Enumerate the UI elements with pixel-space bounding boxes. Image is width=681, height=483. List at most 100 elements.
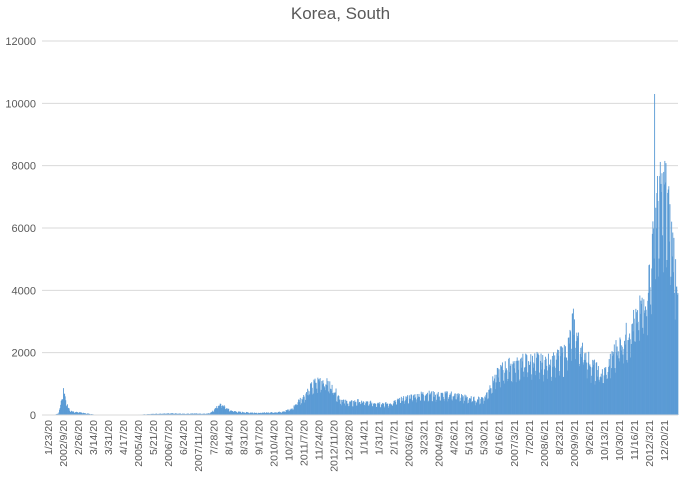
bar	[546, 370, 548, 415]
bar	[242, 412, 244, 415]
bar	[297, 402, 299, 415]
bar	[320, 389, 322, 415]
y-tick-label: 2000	[12, 348, 36, 360]
bar	[320, 392, 322, 415]
bar	[442, 393, 444, 415]
x-tick-label: 1/23/20	[43, 420, 55, 455]
bar	[586, 378, 588, 415]
bar	[348, 406, 349, 415]
bar	[591, 367, 593, 415]
bar	[76, 411, 77, 415]
x-tick-label: 9/26/21	[584, 420, 596, 455]
bar	[351, 400, 353, 415]
bar	[282, 411, 284, 415]
bar	[420, 391, 422, 415]
bar	[410, 394, 412, 415]
bar	[493, 382, 495, 415]
bar	[416, 394, 418, 415]
bar	[435, 401, 437, 415]
bar	[232, 410, 234, 415]
bar	[152, 413, 154, 415]
bar	[222, 405, 223, 415]
bar	[387, 407, 389, 415]
bar	[417, 396, 419, 415]
bar	[394, 400, 395, 415]
bar	[247, 412, 249, 415]
bar	[461, 394, 462, 415]
bar	[481, 397, 483, 415]
bar	[432, 401, 434, 415]
bar	[210, 412, 212, 415]
bar	[209, 413, 211, 415]
bar	[387, 403, 389, 415]
bar	[327, 385, 328, 415]
bar	[556, 353, 558, 415]
bar	[505, 368, 507, 415]
bar	[56, 413, 58, 415]
bar	[477, 400, 479, 415]
bar	[497, 368, 499, 415]
bar	[268, 412, 269, 415]
bar	[575, 341, 577, 415]
bar	[668, 241, 670, 415]
bar	[298, 401, 300, 415]
bar	[220, 403, 222, 415]
bar	[219, 403, 221, 415]
bar	[453, 395, 455, 415]
bar	[335, 388, 337, 415]
bar	[501, 365, 503, 415]
bar	[549, 364, 551, 415]
bar	[630, 357, 632, 415]
bar	[425, 395, 427, 415]
bar	[415, 402, 417, 415]
bar	[588, 365, 590, 415]
bar	[179, 413, 181, 415]
bar	[521, 361, 523, 415]
bar	[497, 377, 499, 415]
bar	[207, 413, 209, 415]
bar	[517, 360, 519, 415]
bar	[258, 413, 260, 415]
bar	[300, 404, 302, 415]
bar	[409, 398, 411, 415]
bar	[187, 413, 189, 415]
bar	[474, 400, 476, 415]
bar	[529, 361, 531, 415]
bar	[408, 403, 410, 415]
bar	[419, 401, 421, 415]
bar	[338, 396, 340, 415]
bar	[86, 413, 88, 415]
bar	[59, 408, 61, 415]
bar	[375, 406, 377, 415]
bar	[316, 392, 318, 415]
bar	[327, 381, 329, 415]
bar	[89, 413, 91, 415]
bar	[504, 361, 506, 415]
bar	[533, 363, 535, 415]
bar	[80, 412, 82, 415]
bar	[664, 182, 666, 415]
bar	[198, 413, 200, 415]
bar	[163, 413, 165, 415]
gridlines	[42, 40, 678, 354]
bar	[492, 380, 494, 415]
bar	[155, 413, 157, 415]
bar	[278, 411, 280, 415]
bar	[668, 186, 670, 415]
bar	[554, 377, 556, 415]
y-axis-tick-labels: 0 2000 4000 6000 8000 10000 12000	[5, 36, 36, 422]
bar	[509, 365, 511, 415]
bar	[578, 332, 579, 415]
bar	[445, 393, 447, 415]
bar	[193, 413, 194, 415]
bar	[407, 403, 409, 415]
bar	[666, 259, 668, 415]
bar	[240, 412, 242, 415]
bar	[268, 413, 270, 415]
bar	[289, 410, 290, 415]
bar	[60, 404, 62, 415]
bar	[458, 395, 460, 415]
bar	[534, 353, 536, 415]
bar	[451, 399, 453, 415]
x-tick-label: 2010/4/20	[268, 420, 280, 467]
